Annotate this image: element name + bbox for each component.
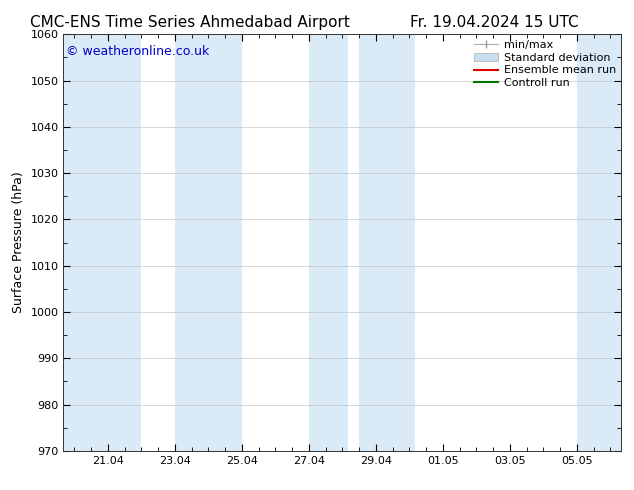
Text: © weatheronline.co.uk: © weatheronline.co.uk [66, 45, 209, 58]
Text: Fr. 19.04.2024 15 UTC: Fr. 19.04.2024 15 UTC [410, 15, 579, 30]
Bar [63, 34, 141, 451]
Bar [359, 34, 415, 451]
Legend: min/max, Standard deviation, Ensemble mean run, Controll run: min/max, Standard deviation, Ensemble me… [471, 38, 618, 91]
Bar [577, 34, 621, 451]
Bar [175, 34, 242, 451]
Y-axis label: Surface Pressure (hPa): Surface Pressure (hPa) [12, 172, 25, 314]
Bar [309, 34, 348, 451]
Text: CMC-ENS Time Series Ahmedabad Airport: CMC-ENS Time Series Ahmedabad Airport [30, 15, 350, 30]
